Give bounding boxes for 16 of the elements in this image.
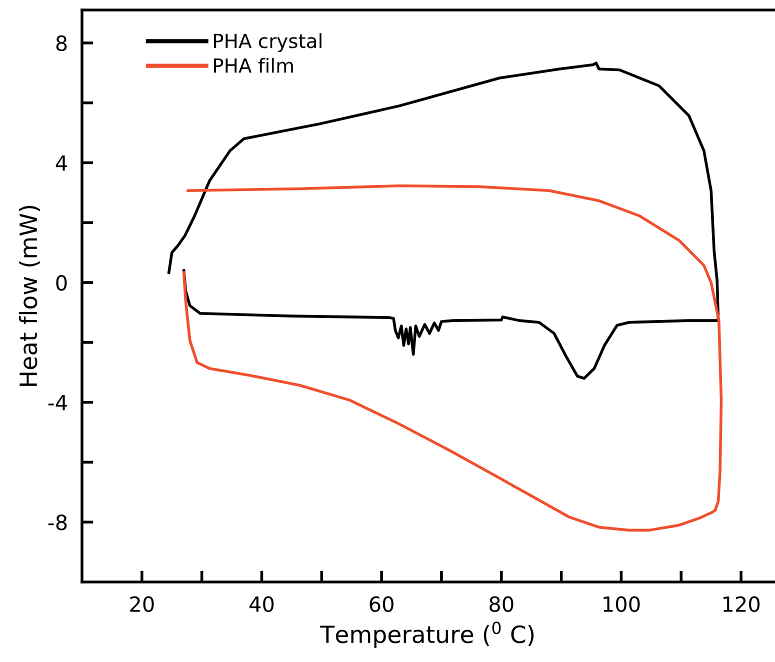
- y-tick-label: 8: [56, 35, 67, 52]
- x-axis-title: Temperature ($^{0}$ C): [320, 622, 534, 648]
- y-tick-label: -8: [48, 514, 67, 530]
- x-tick-label: 60: [370, 596, 394, 612]
- legend-label: PHA crystal: [214, 33, 322, 52]
- y-axis-title: Heat flow (mW): [18, 206, 40, 386]
- x-tick-label: 120: [723, 596, 760, 612]
- y-tick-label: -4: [48, 395, 67, 410]
- legend-label: PHA film: [214, 58, 293, 73]
- x-tick-label: 80: [490, 596, 514, 612]
- x-tick-label: 100: [604, 596, 640, 612]
- line-series: [182, 184, 723, 532]
- x-tick-label: 40: [250, 596, 274, 612]
- y-tick-label: 4: [56, 155, 67, 171]
- x-tick-label: 20: [130, 596, 154, 612]
- y-tick-label: 0: [56, 274, 67, 291]
